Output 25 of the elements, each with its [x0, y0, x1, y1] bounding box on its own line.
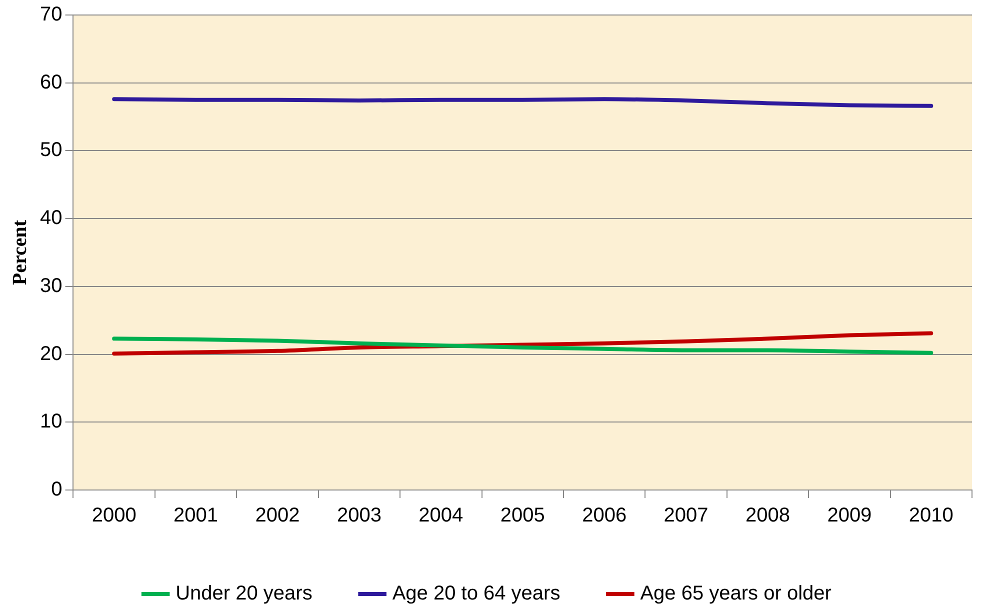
y-tick-label: 40: [40, 207, 62, 230]
x-tick-label: 2000: [92, 504, 136, 527]
y-tick-label: 60: [40, 71, 62, 94]
legend-label: Age 20 to 64 years: [392, 582, 560, 605]
x-tick-label: 2001: [174, 504, 218, 527]
line-series: [112, 336, 934, 355]
x-tick-label: 2006: [582, 504, 627, 527]
x-tick-label: 2003: [336, 504, 382, 527]
x-tick-label: 2007: [664, 504, 708, 527]
x-tick-label: 2008: [745, 504, 790, 527]
y-axis-title: Percent: [9, 220, 32, 286]
y-tick-label: 10: [40, 410, 62, 433]
y-tick-label: 30: [40, 274, 62, 297]
x-tick-label: 2002: [255, 504, 300, 527]
line-series: [112, 97, 934, 108]
x-tick-label: 2010: [908, 504, 954, 527]
y-tick-label: 0: [51, 478, 62, 501]
y-tick-label: 70: [40, 4, 62, 26]
y-tick-label: 50: [40, 139, 62, 162]
x-tick-label: 2005: [500, 504, 545, 527]
legend-label: Under 20 years: [176, 582, 312, 605]
legend-label: Age 65 years or older: [640, 582, 832, 605]
x-tick-label: 2004: [418, 504, 464, 527]
x-tick-label: 2009: [827, 504, 872, 527]
y-tick-label: 20: [40, 342, 62, 365]
